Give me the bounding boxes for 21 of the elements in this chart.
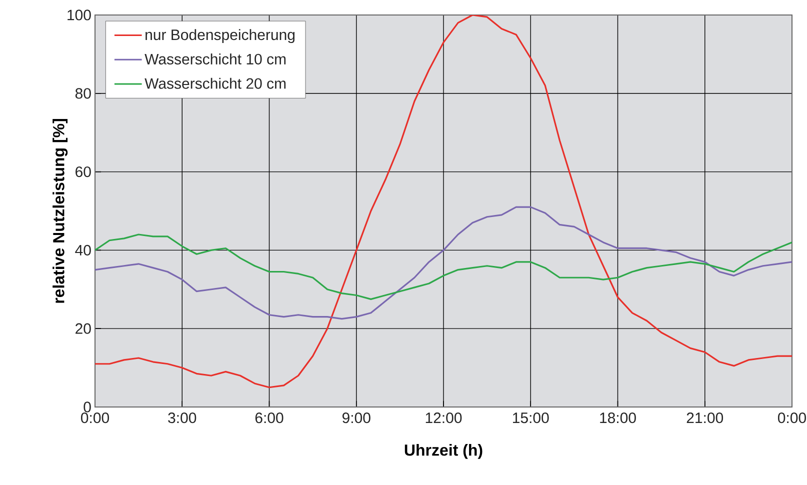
legend-label: nur Bodenspeicherung xyxy=(146,29,295,44)
line-series xyxy=(95,14,792,388)
y-tick-label: 40 xyxy=(75,244,91,256)
y-tick-label: 100 xyxy=(68,10,91,20)
x-tick-label: 18:00 xyxy=(600,412,636,424)
y-tick-label: 60 xyxy=(76,166,91,178)
x-tick-label: 0:00 xyxy=(80,412,110,424)
legend-label: Wasserschicht 10 cm xyxy=(144,53,286,64)
x-tick-label: 15:00 xyxy=(513,412,549,424)
y-tick-label: 80 xyxy=(75,88,91,99)
y-axis-title: relative Nutzleistung [%] xyxy=(52,119,68,303)
legend-label: Wasserschicht 20 cm xyxy=(144,78,286,89)
y-tick-label: 0 xyxy=(84,402,91,412)
x-tick-label: 12:00 xyxy=(426,412,462,424)
x-axis-title: Uhrzeit (h) xyxy=(404,444,482,459)
x-tick-label: 9:00 xyxy=(342,412,370,424)
x-tick-label: 6:00 xyxy=(255,412,284,424)
x-tick-label: 21:00 xyxy=(686,412,724,424)
x-tick-label: 3:00 xyxy=(168,412,196,424)
x-tick-label: 0:00 xyxy=(778,412,806,424)
y-tick-label: 20 xyxy=(76,323,91,334)
